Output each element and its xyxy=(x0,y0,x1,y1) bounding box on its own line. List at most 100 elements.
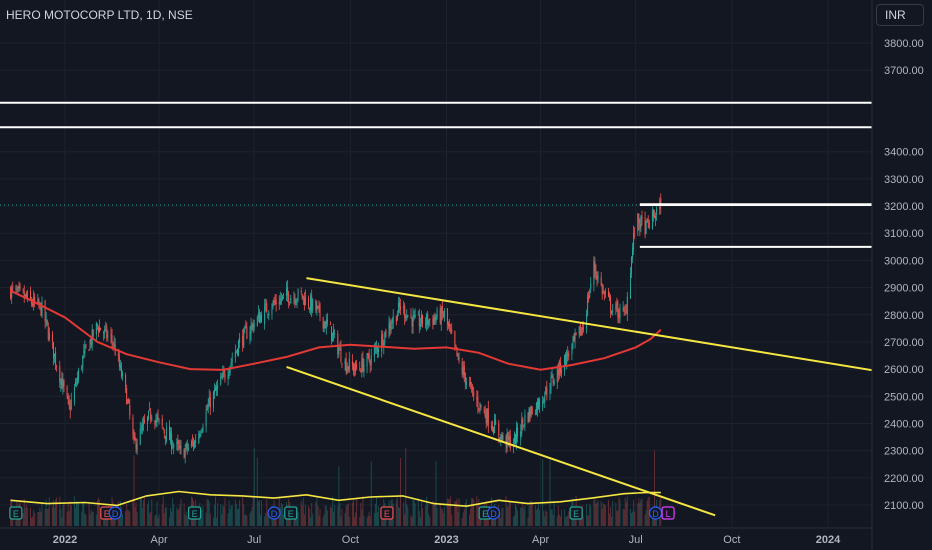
candle-body xyxy=(411,317,413,327)
event-marker xyxy=(380,506,394,520)
candle-body xyxy=(193,441,195,447)
candle-body xyxy=(464,373,466,384)
candle-body xyxy=(404,306,406,318)
candle-body xyxy=(625,311,627,313)
volume-bar xyxy=(556,516,558,526)
candle-body xyxy=(286,288,288,296)
volume-bar xyxy=(472,497,474,526)
volume-bar xyxy=(463,509,465,526)
candle-body xyxy=(301,293,303,299)
volume-bar xyxy=(290,516,292,526)
volume-bar xyxy=(59,496,61,526)
volume-bar xyxy=(507,506,509,526)
volume-bar xyxy=(136,511,138,526)
volume-bar xyxy=(553,501,555,526)
candle-body xyxy=(331,326,333,341)
volume-bar xyxy=(433,504,435,526)
candle-body xyxy=(520,431,522,439)
volume-bar xyxy=(310,517,312,526)
volume-bar xyxy=(458,498,460,526)
volume-bar xyxy=(429,517,431,526)
volume-bar xyxy=(506,506,508,526)
candle-body xyxy=(392,315,394,324)
candle-body xyxy=(508,436,510,441)
candle-body xyxy=(318,305,320,307)
candle-body xyxy=(535,403,537,415)
volume-bar xyxy=(162,496,164,526)
event-marker-letter: E xyxy=(573,509,579,519)
volume-bar xyxy=(128,510,130,526)
candle-body xyxy=(622,307,624,309)
candle-body xyxy=(633,232,635,250)
candle-body xyxy=(463,365,465,376)
volume-bar xyxy=(603,504,605,526)
currency-button[interactable]: INR xyxy=(876,4,924,26)
candle-body xyxy=(619,307,621,319)
volume-bar xyxy=(450,496,452,526)
time-tick-label: Oct xyxy=(723,534,740,546)
candle-body xyxy=(556,368,558,383)
candle-body xyxy=(530,407,532,416)
volume-line xyxy=(10,490,661,508)
candle-body xyxy=(609,295,611,299)
volume-bar xyxy=(600,501,602,526)
volume-bar xyxy=(316,496,318,526)
candle-body xyxy=(473,391,475,397)
candle-body xyxy=(16,290,18,291)
candle-body xyxy=(201,430,203,432)
volume-bar xyxy=(180,498,182,526)
candle-body xyxy=(163,430,165,434)
candle-body xyxy=(615,304,617,310)
horizontal-levels: 3580.003490.003206.853203.703050.00 xyxy=(0,94,930,255)
candle-body xyxy=(70,399,72,410)
volume-bar xyxy=(67,503,69,526)
candle-body xyxy=(253,323,255,328)
candle-body xyxy=(200,432,202,434)
grid xyxy=(0,0,872,528)
volume-bar xyxy=(134,506,136,526)
candle-body xyxy=(368,353,370,361)
candle-body xyxy=(83,350,85,354)
volume-bar xyxy=(202,505,204,526)
volume-bar xyxy=(338,466,340,526)
candle-body xyxy=(287,287,289,295)
event-marker-letter: D xyxy=(112,509,119,519)
time-tick-label: Apr xyxy=(151,534,168,546)
volume-bar xyxy=(185,511,187,526)
volume-bar xyxy=(609,513,611,526)
volume-bar xyxy=(601,508,603,526)
candle-body xyxy=(478,408,480,410)
volume-bar xyxy=(230,505,232,526)
event-marker-letter: E xyxy=(288,509,294,519)
volume-bar xyxy=(465,499,467,526)
volume-bar xyxy=(229,508,231,526)
candle-body xyxy=(389,321,391,329)
candle-body xyxy=(542,401,544,408)
volume-bar xyxy=(151,499,153,526)
volume-bar xyxy=(523,509,525,526)
candle-body xyxy=(345,359,347,372)
candle-body xyxy=(580,329,582,336)
candle-body xyxy=(634,232,636,234)
volume-bar xyxy=(266,499,268,526)
volume-bar xyxy=(413,500,415,526)
time-tick-label: Jul xyxy=(247,534,261,546)
candle-body xyxy=(129,405,131,416)
candle-body xyxy=(637,213,639,232)
volume-bar xyxy=(456,499,458,526)
volume-bar xyxy=(265,512,267,526)
volume-bar xyxy=(25,504,27,526)
volume-bar xyxy=(259,514,261,526)
volume-bar xyxy=(38,511,40,526)
candle-body xyxy=(173,444,175,448)
candle-body xyxy=(419,323,421,327)
candle-body xyxy=(582,327,584,330)
volume-bar xyxy=(639,502,641,526)
volume-bar xyxy=(194,515,196,526)
candle-body xyxy=(427,314,429,325)
candle-body xyxy=(11,287,13,299)
volume-bar xyxy=(177,510,179,526)
event-marker-letter: E xyxy=(192,509,198,519)
candle-body xyxy=(59,366,61,383)
